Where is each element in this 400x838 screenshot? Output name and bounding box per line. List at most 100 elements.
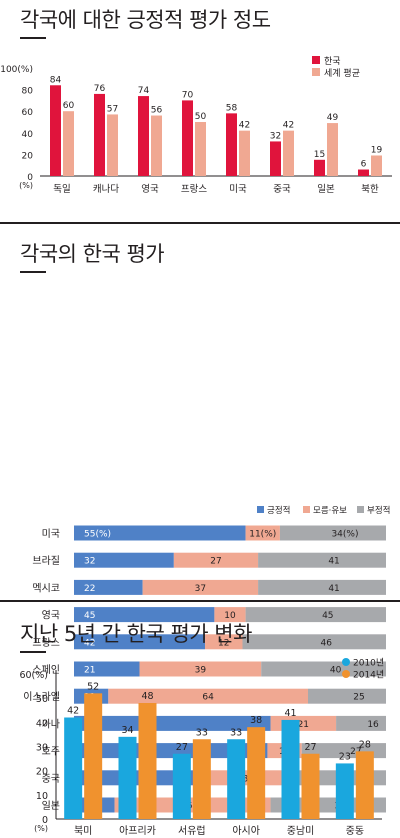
section-divider-2 [0,600,400,602]
category-label: 중국 [273,184,291,195]
bar-world [371,155,382,176]
category-label: 중남미 [287,825,315,837]
data-label: 76 [94,84,106,94]
data-label: 28 [359,739,371,750]
category-label: 중동 [346,825,364,837]
data-label: 50 [195,112,207,122]
bar-2010 [335,763,354,819]
data-label: 46 [321,638,333,648]
bar-world [107,114,118,176]
category-label: 일본 [317,184,335,195]
data-label: 25 [353,693,364,703]
data-label: 60 [63,101,75,111]
stacked-segment-positive [74,715,271,731]
stacked-segment-negative [308,688,386,704]
chart1-title-underline [20,37,46,39]
data-label: 21 [298,720,309,730]
legend-swatch [342,658,350,666]
data-label: 48 [141,691,153,702]
data-label: 21 [84,666,95,676]
bar-korea [182,100,193,176]
category-label: 미국 [229,184,247,195]
bar-korea [226,113,237,176]
data-label: 34(%) [331,530,358,540]
category-label: 영국 [141,184,159,195]
bar-korea [94,93,105,176]
data-label: 42 [239,121,250,131]
bar-korea [314,159,325,176]
legend-swatch [312,56,320,64]
category-label: 캐나다 [93,184,119,195]
stacked-segment-positive [74,607,215,623]
legend-label: 2010년 [353,658,384,669]
bar-korea [270,141,281,176]
bar-world [63,111,74,176]
y-unit-label: (%) [34,824,48,833]
data-label: 16 [367,720,379,730]
category-label: 프랑스 [181,183,207,195]
stacked-segment-negative [336,715,386,731]
bar-world [283,130,294,176]
y-tick-label: 60(%) [19,670,48,681]
chart3-title-underline [20,651,46,653]
category-label: 브라질 [32,555,60,567]
data-label: 32 [270,131,281,141]
panel-korea-evaluation: 각국의 한국 평가 긍정적 모름·유보 부정적 미국 55(%) 11(%) 34(%) 브라… [0,224,400,813]
stacked-segment-negative [258,579,386,595]
bar-world [327,123,338,176]
bar-2010 [227,739,246,819]
data-label: 52 [87,681,99,692]
data-label: 58 [226,103,238,113]
chart1-title: 각국에 대한 긍정적 평가 정도 [20,8,271,32]
data-label: 10 [224,611,236,621]
category-label: 영국 [42,610,60,622]
data-label: 37 [195,584,206,594]
category-label: 일본 [42,800,60,812]
category-label: 서유럽 [178,825,206,837]
data-label: 45 [322,611,333,621]
y-tick-label: 50 [36,694,48,705]
legend-swatch [357,506,364,513]
legend-swatch [303,506,310,513]
panel-positive-evaluation: 각국에 대한 긍정적 평가 정도 0 20 40 60 80 100(%) (%) 84 60 독… [0,0,400,222]
data-label: 12 [218,638,229,648]
stacked-segment-negative [245,607,386,623]
stacked-segment-positive [74,579,143,595]
bar-world [195,122,206,176]
category-label: 아프리카 [119,825,156,837]
category-label: 북미 [74,825,92,837]
stacked-segment-positive [74,661,140,677]
data-label: 39 [195,666,207,676]
stacked-segment-unknown [205,634,243,650]
y-tick-label: 30 [36,743,48,754]
data-label: 74 [138,86,150,96]
data-label: 34 [121,725,133,736]
stacked-segment-negative [242,634,386,650]
panel-five-year-change: 지난 5년 간 한국 평가 변화 [0,602,400,838]
bar-2010 [64,717,83,819]
data-label: 42 [67,706,79,717]
data-label: 27 [176,742,188,753]
stacked-segment-unknown [108,688,308,704]
bar-world [239,130,250,176]
bar-korea [358,169,369,176]
stacked-segment-positive [74,552,174,568]
y-tick-label: 10 [36,791,48,802]
bar-korea [50,85,61,176]
y-tick-label: 100(%) [0,65,33,75]
y-tick-label: 60 [22,108,34,118]
data-label: 70 [182,90,194,100]
bar-korea [138,96,149,176]
data-label: 27 [210,557,221,567]
category-label: 프랑스 [32,637,60,649]
bar-world [151,115,162,176]
legend-label: 한국 [324,56,341,67]
category-label: 스페인 [32,664,60,676]
data-label: 45 [84,611,95,621]
stacked-segment-unknown [245,525,280,541]
data-label: 27 [304,742,316,753]
bar-2014 [355,751,374,819]
stacked-segment-positive [74,525,246,541]
bar-2010 [281,719,300,819]
